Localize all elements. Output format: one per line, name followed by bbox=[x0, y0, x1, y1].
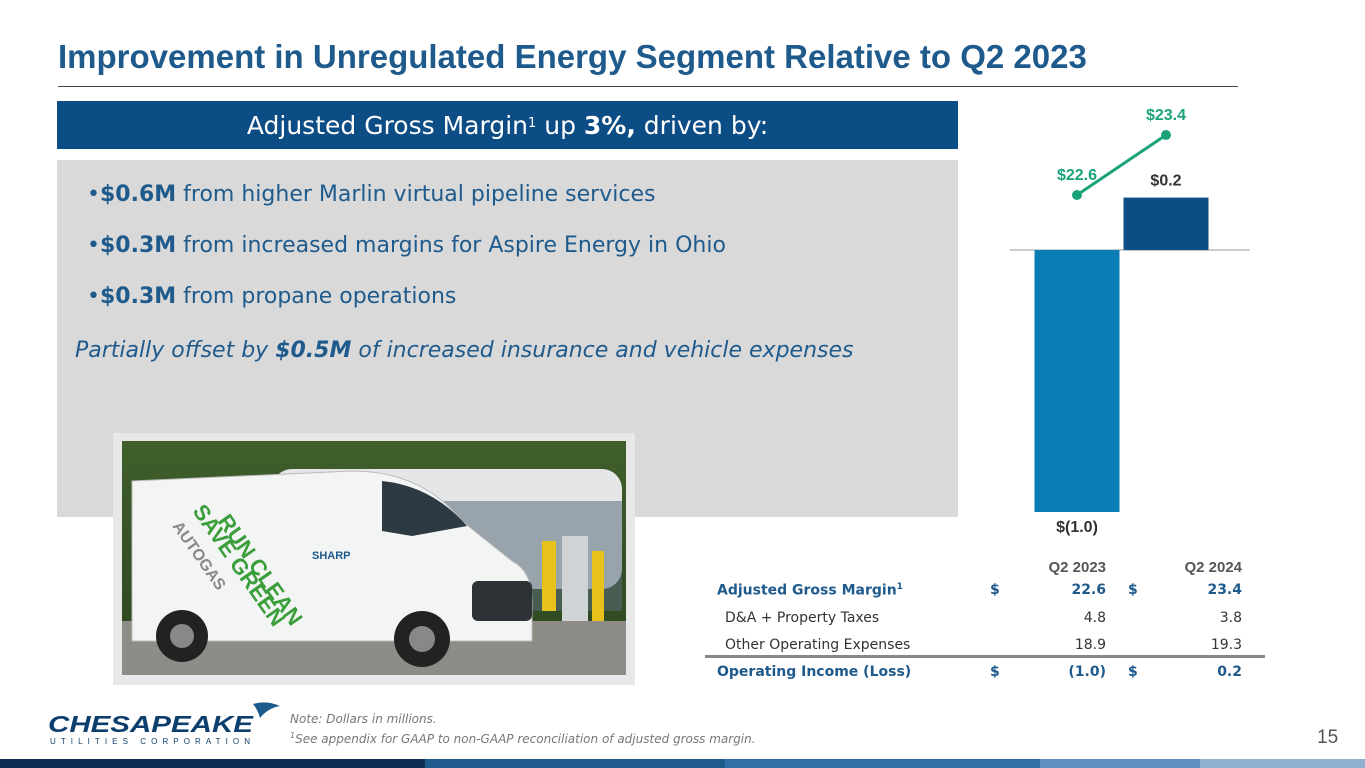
bullet-marker: • bbox=[87, 182, 100, 207]
banner-text-before: Adjusted Gross Margin bbox=[246, 110, 528, 140]
row-label: Operating Income (Loss) bbox=[717, 664, 912, 680]
margin-chart-svg: $(1.0) $0.2 $22.6 $23.4 bbox=[1010, 107, 1250, 536]
bullet-amount: $0.3M bbox=[99, 233, 177, 258]
row-value-2: 19.3 bbox=[1210, 637, 1242, 653]
row-currency-2: $ bbox=[1128, 664, 1138, 680]
banner-text-after: driven by: bbox=[635, 110, 769, 140]
footnote-reconciliation: 1See appendix for GAAP to non-GAAP recon… bbox=[290, 731, 756, 746]
bullet-text: from increased margins for Aspire Energy… bbox=[176, 233, 726, 258]
driver-bullet-3: •$0.3M from propane operations bbox=[87, 284, 456, 309]
van-photo: RUN CLEAN SAVE GREEN AUTOGAS SHARP bbox=[122, 441, 626, 675]
banner-text-mid: up bbox=[536, 110, 584, 140]
bar-label-q2-2024: $0.2 bbox=[1150, 173, 1181, 190]
gross-margin-point-q2-2023 bbox=[1072, 190, 1082, 200]
row-value-1: (1.0) bbox=[1068, 664, 1106, 680]
offset-before: Partially offset by bbox=[75, 338, 276, 363]
margin-chart: $(1.0) $0.2 $22.6 $23.4 bbox=[960, 95, 1250, 555]
logo-bird-icon bbox=[253, 702, 280, 718]
row-label: Adjusted Gross Margin1 bbox=[717, 582, 903, 599]
driver-bullet-2: •$0.3M from increased margins for Aspire… bbox=[87, 233, 726, 258]
row-value-2: 23.4 bbox=[1207, 582, 1242, 598]
footer-stripe bbox=[0, 759, 1365, 768]
row-currency-1: $ bbox=[990, 664, 1000, 680]
bullet-text: from higher Marlin virtual pipeline serv… bbox=[176, 182, 656, 207]
row-value-2: 0.2 bbox=[1217, 664, 1242, 680]
company-logo: CHESAPEAKE UTILITIES CORPORATION bbox=[48, 700, 288, 753]
bullet-amount: $0.3M bbox=[99, 284, 177, 309]
logo-subtitle: UTILITIES CORPORATION bbox=[50, 737, 250, 746]
row-label: D&A + Property Taxes bbox=[725, 610, 880, 626]
line-label-q2-2024: $23.4 bbox=[1146, 107, 1186, 124]
row-value-1: 4.8 bbox=[1083, 610, 1106, 626]
logo-wordmark: CHESAPEAKE bbox=[48, 711, 254, 737]
table-row: Other Operating Expenses 18.9 19.3 bbox=[705, 633, 1265, 657]
offset-statement: Partially offset by $0.5M of increased i… bbox=[75, 338, 853, 363]
bullet-amount: $0.6M bbox=[99, 182, 177, 207]
offset-amount: $0.5M bbox=[275, 338, 352, 363]
table-header: Q2 2023 Q2 2024 bbox=[705, 555, 1265, 579]
van-lettering-4: SHARP bbox=[312, 550, 351, 562]
row-currency-1: $ bbox=[990, 582, 1000, 598]
offset-after: of increased insurance and vehicle expen… bbox=[351, 338, 854, 363]
bar-label-q2-2023: $(1.0) bbox=[1056, 519, 1098, 536]
page-number: 15 bbox=[1317, 727, 1339, 748]
van-photo-frame: RUN CLEAN SAVE GREEN AUTOGAS SHARP bbox=[113, 433, 635, 685]
row-value-2: 3.8 bbox=[1219, 610, 1242, 626]
table-row: Adjusted Gross Margin1 $ 22.6 $ 23.4 bbox=[705, 578, 1265, 602]
line-label-q2-2023: $22.6 bbox=[1057, 167, 1097, 184]
banner-superscript: 1 bbox=[528, 115, 537, 131]
header-q2-2024: Q2 2024 bbox=[1184, 559, 1242, 576]
banner-highlight: 3%, bbox=[583, 110, 636, 140]
page-title: Improvement in Unregulated Energy Segmen… bbox=[58, 38, 1087, 75]
footnote-dollars: Note: Dollars in millions. bbox=[290, 712, 437, 726]
bar-q2-2023 bbox=[1034, 250, 1120, 512]
bullet-marker: • bbox=[87, 284, 100, 309]
bullet-marker: • bbox=[87, 233, 100, 258]
row-currency-2: $ bbox=[1128, 582, 1138, 598]
table-row: Operating Income (Loss) $ (1.0) $ 0.2 bbox=[705, 660, 1265, 684]
driver-bullet-1: •$0.6M from higher Marlin virtual pipeli… bbox=[87, 182, 655, 207]
title-divider bbox=[58, 86, 1238, 87]
row-value-1: 18.9 bbox=[1074, 637, 1106, 653]
row-label: Other Operating Expenses bbox=[725, 637, 911, 653]
gross-margin-point-q2-2024 bbox=[1161, 130, 1171, 140]
row-value-1: 22.6 bbox=[1071, 582, 1106, 598]
header-q2-2023: Q2 2023 bbox=[1048, 559, 1106, 576]
table-row: D&A + Property Taxes 4.8 3.8 bbox=[705, 606, 1265, 630]
summary-banner: Adjusted Gross Margin 1 up 3%, driven by: bbox=[57, 101, 958, 149]
bullet-text: from propane operations bbox=[176, 284, 457, 309]
gross-margin-line bbox=[1076, 133, 1167, 197]
bar-q2-2024 bbox=[1123, 197, 1209, 250]
table-total-rule bbox=[705, 655, 1265, 658]
